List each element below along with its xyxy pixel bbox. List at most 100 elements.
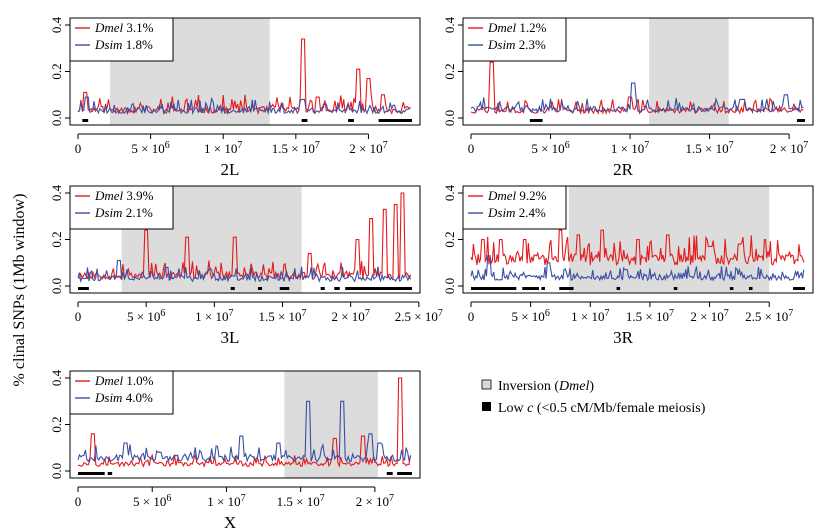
low-c-segment xyxy=(748,287,753,290)
x-tick-label: 2.5 × 107 xyxy=(745,308,793,324)
legend-entry-dsim: Dsim 2.1% xyxy=(94,205,153,220)
low-c-segment xyxy=(529,119,543,122)
low-c-segment xyxy=(78,472,105,475)
legend-entry-dmel: Dmel 3.9% xyxy=(94,188,154,203)
low-c-segment xyxy=(397,472,412,475)
legend-entry-dsim: Dsim 2.4% xyxy=(487,205,546,220)
x-tick-label: 5 × 106 xyxy=(511,308,549,324)
x-tick-label: 1.5 × 107 xyxy=(686,140,734,156)
legend-entry-dmel: Dmel 1.0% xyxy=(94,373,154,388)
legend-entry-dmel: Dmel 1.2% xyxy=(487,20,547,35)
x-tick-label: 2 × 107 xyxy=(690,308,728,324)
legend-inversion-label: Inversion (Dmel) xyxy=(498,379,594,394)
y-tick-label: 0.4 xyxy=(49,184,64,201)
series-line-dmel xyxy=(470,61,804,115)
legend-lowc-item: Low c (<0.5 cM/Mb/female meiosis) xyxy=(482,401,706,416)
series-line-dsim xyxy=(77,400,412,464)
series-line-dsim xyxy=(470,82,804,114)
low-c-segment xyxy=(729,287,734,290)
series-legend-frame xyxy=(462,185,567,230)
y-tick-label: 0.0 xyxy=(442,110,457,126)
low-c-segment xyxy=(345,287,412,290)
chart-panel-3R: 0.0 0.2 0.4 0 5 × 106 1 × 107 1.5 × 107 2 × 107… xyxy=(442,184,814,347)
series-line-dmel xyxy=(77,192,412,281)
y-tick-label: 0.4 xyxy=(49,16,64,33)
series-line-dmel xyxy=(77,377,412,469)
x-tick-label: 1.5 × 107 xyxy=(272,140,320,156)
low-c-segment xyxy=(334,287,340,290)
x-tick-label: 5 × 106 xyxy=(531,140,569,156)
x-tick-label: 0 xyxy=(468,309,475,324)
series-legend-frame xyxy=(69,370,174,415)
low-c-segment xyxy=(471,287,517,290)
chromosome-label: 3R xyxy=(613,328,634,347)
x-tick-label: 1.5 × 107 xyxy=(277,493,325,509)
x-tick-label: 5 × 106 xyxy=(131,140,169,156)
x-tick-label: 1 × 107 xyxy=(204,140,242,156)
x-tick-label: 2.5 × 107 xyxy=(395,308,443,324)
x-tick-label: 1 × 107 xyxy=(611,140,649,156)
chart-panel-X: 0.0 0.2 0.4 0 5 × 106 1 × 107 1.5 × 107 2 × 107… xyxy=(49,369,421,529)
x-tick-label: 2 × 107 xyxy=(331,308,369,324)
low-c-segment xyxy=(348,119,354,122)
legend-lowc-label: Low c (<0.5 cM/Mb/female meiosis) xyxy=(498,401,706,416)
legend-entry-dmel: Dmel 3.1% xyxy=(94,20,154,35)
low-c-segment xyxy=(279,287,290,290)
y-tick-label: 0.2 xyxy=(442,63,457,79)
low-c-segment xyxy=(78,287,89,290)
x-tick-label: 1 × 107 xyxy=(195,308,233,324)
chart-panel-2L: 0.0 0.2 0.4 0 5 × 106 1 × 107 1.5 × 107 2 × 107… xyxy=(49,16,421,179)
x-tick-label: 5 × 106 xyxy=(133,493,171,509)
chromosome-label: X xyxy=(224,513,236,529)
low-c-segment xyxy=(522,287,539,290)
low-c-segment xyxy=(616,287,621,290)
series-legend-frame xyxy=(69,185,174,230)
low-c-segment xyxy=(386,472,393,475)
x-tick-label: 0 xyxy=(75,141,82,156)
series-line-dsim xyxy=(470,255,805,282)
series-line-dmel xyxy=(77,38,411,116)
legend-entry-dsim: Dsim 2.3% xyxy=(487,37,546,52)
legend-inversion-swatch xyxy=(481,379,492,390)
series-legend: Dmel 1.0% Dsim 4.0% xyxy=(69,370,174,415)
legend-inversion-item: Inversion (Dmel) xyxy=(481,379,594,394)
y-axis-label: % clinal SNPs (1Mb window) xyxy=(11,194,28,387)
x-tick-label: 1.5 × 107 xyxy=(626,308,674,324)
legend-entry-dsim: Dsim 1.8% xyxy=(94,37,153,52)
series-legend: Dmel 3.1% Dsim 1.8% xyxy=(69,17,174,62)
series-legend-frame xyxy=(69,17,174,62)
x-tick-label: 0 xyxy=(468,141,475,156)
series-legend: Dmel 3.9% Dsim 2.1% xyxy=(69,185,174,230)
low-c-segment xyxy=(320,287,325,290)
low-c-segment xyxy=(301,119,308,122)
series-line-dmel xyxy=(470,229,805,266)
low-c-segment xyxy=(257,287,263,290)
x-tick-label: 1 × 107 xyxy=(571,308,609,324)
series-line-dsim xyxy=(77,96,411,116)
low-c-segment xyxy=(107,472,113,475)
chart-panel-2R: 0.0 0.2 0.4 0 5 × 106 1 × 107 1.5 × 107 2 × 107… xyxy=(442,16,814,179)
low-c-segment xyxy=(378,119,412,122)
y-tick-label: 0.0 xyxy=(442,278,457,294)
series-line-dsim xyxy=(77,259,412,284)
x-tick-label: 1.5 × 107 xyxy=(258,308,306,324)
y-tick-label: 0.2 xyxy=(49,416,64,432)
chart-panel-3L: 0.0 0.2 0.4 0 5 × 106 1 × 107 1.5 × 107 2 × 107… xyxy=(49,184,443,347)
y-tick-label: 0.2 xyxy=(49,63,64,79)
y-tick-label: 0.0 xyxy=(49,110,64,126)
x-tick-label: 2 × 107 xyxy=(356,493,394,509)
y-tick-label: 0.4 xyxy=(442,184,457,201)
y-tick-label: 0.2 xyxy=(49,231,64,247)
y-tick-label: 0.0 xyxy=(49,463,64,479)
low-c-segment xyxy=(673,287,678,290)
global-legend: Inversion (Dmel) Low c (<0.5 cM/Mb/femal… xyxy=(481,379,706,416)
y-tick-label: 0.0 xyxy=(49,278,64,294)
legend-entry-dsim: Dsim 4.0% xyxy=(94,390,153,405)
y-tick-label: 0.4 xyxy=(442,16,457,33)
chromosome-panels: 0.0 0.2 0.4 0 5 × 106 1 × 107 1.5 × 107 2 × 107… xyxy=(49,16,814,529)
x-tick-label: 0 xyxy=(75,494,82,509)
x-tick-label: 5 × 106 xyxy=(127,308,165,324)
series-legend: Dmel 1.2% Dsim 2.3% xyxy=(462,17,567,62)
x-tick-label: 1 × 107 xyxy=(207,493,245,509)
